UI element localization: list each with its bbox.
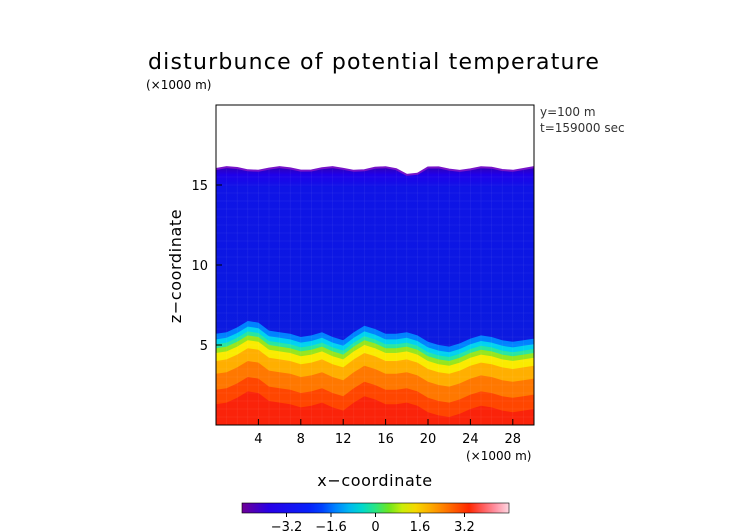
colorbar-tick-label: 3.2 bbox=[454, 520, 475, 532]
y-tick-label: 10 bbox=[191, 259, 208, 274]
colorbar-tick-label: −1.6 bbox=[315, 520, 347, 532]
x-axis-ticks: 4 8 12 16 20 24 28 bbox=[254, 419, 521, 447]
colorbar bbox=[241, 502, 510, 514]
y-tick-label: 5 bbox=[200, 339, 208, 354]
heatmap-field bbox=[215, 166, 535, 425]
x-tick-label: 16 bbox=[377, 432, 394, 447]
scale-note: (×1000 m) bbox=[146, 78, 211, 92]
x-tick-label: 12 bbox=[335, 432, 352, 447]
y-axis-ticks: 5 10 15 bbox=[191, 179, 222, 354]
x-unit-label: (×1000 m) bbox=[466, 449, 531, 463]
x-tick-label: 8 bbox=[297, 432, 305, 447]
info-t: t=159000 sec bbox=[540, 121, 625, 135]
colorbar-tick-label: 1.6 bbox=[410, 520, 431, 532]
colorbar-tick-label: 0 bbox=[371, 520, 379, 532]
x-tick-label: 4 bbox=[254, 432, 262, 447]
colorbar-tick-label: −3.2 bbox=[271, 520, 303, 532]
y-tick-label: 15 bbox=[191, 179, 208, 194]
warm-band-8 bbox=[216, 391, 534, 425]
y-axis-label: z−coordinate bbox=[166, 209, 185, 323]
x-tick-label: 28 bbox=[505, 432, 522, 447]
x-tick-label: 20 bbox=[420, 432, 437, 447]
x-tick-label: 24 bbox=[462, 432, 479, 447]
x-axis-label: x−coordinate bbox=[317, 471, 432, 490]
chart-title: disturbunce of potential temperature bbox=[148, 50, 600, 75]
info-y: y=100 m bbox=[540, 105, 596, 119]
colorbar-ticks: −3.2 −1.6 0 1.6 3.2 bbox=[271, 513, 475, 532]
